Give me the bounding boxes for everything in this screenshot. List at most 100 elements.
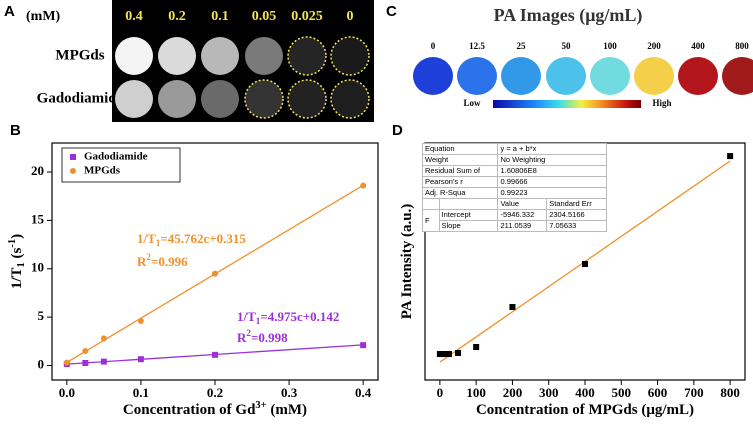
data-point	[455, 349, 462, 356]
y-tick-label: 10	[31, 260, 44, 275]
label-part: 3+	[255, 400, 266, 411]
label-part: Concentration of Gd	[123, 402, 256, 418]
mri-sample	[330, 79, 370, 119]
pa-sample	[722, 57, 753, 95]
table-cell	[422, 198, 440, 210]
table-row: Residual Sum of 1.60806E8	[421, 165, 607, 177]
data-point	[360, 182, 367, 189]
x-tick-label: 600	[648, 385, 668, 400]
mri-sample	[115, 80, 153, 118]
x-tick-label: 100	[466, 385, 486, 400]
scale-low: Low	[463, 98, 481, 108]
data-point	[212, 270, 218, 277]
label-part: R	[237, 330, 247, 345]
stat-value: No Weighting	[497, 154, 607, 166]
y-tick-label: 15	[31, 211, 45, 226]
concentration-label: 50	[562, 41, 572, 51]
legend-box	[61, 147, 181, 183]
panel-label: D	[392, 122, 403, 139]
y-axis-label: PA Intensity (a.u.)	[399, 204, 415, 320]
mri-sample	[244, 79, 284, 119]
label-part: Concentration of MPGds (μg/mL)	[476, 402, 694, 418]
panel-label: C	[386, 3, 397, 20]
data-point	[360, 342, 367, 349]
pa-sample	[546, 57, 586, 95]
concentration-label: 0.025	[291, 9, 323, 24]
label-part: )	[9, 234, 25, 239]
data-point	[82, 347, 89, 354]
y-tick-label: 5	[38, 308, 45, 323]
group-label: F	[422, 209, 440, 232]
label-part: R	[137, 254, 147, 269]
label-part: 1	[156, 238, 161, 248]
column-header: Value	[497, 198, 548, 210]
table-row: Weight No Weighting	[421, 154, 607, 166]
data-point	[436, 351, 443, 358]
pa-sample	[457, 57, 497, 95]
annotation: R2=0.998	[237, 328, 288, 345]
x-tick-label: 0.0	[59, 385, 75, 400]
data-point	[582, 261, 588, 268]
concentration-label: 0	[347, 9, 354, 24]
label-part: =45.762c+0.315	[160, 231, 246, 246]
annotation: 1/T1=45.762c+0.315	[137, 231, 246, 248]
unit-label: (mM)	[26, 9, 61, 24]
label-part: (s	[9, 247, 25, 262]
mri-sample	[115, 37, 153, 75]
table-row: Slope 211.0539 7.05633	[423, 220, 607, 232]
concentration-label: 800	[735, 41, 749, 51]
label-part: (mM)	[267, 402, 307, 418]
label-part: 1/T	[237, 309, 256, 324]
data-point	[727, 153, 734, 160]
label-part: =4.975c+0.142	[260, 309, 339, 324]
legend-marker	[70, 168, 76, 174]
pa-sample	[590, 57, 630, 95]
label-part: 1	[256, 316, 261, 326]
data-point	[441, 351, 448, 358]
param-name: Slope	[438, 220, 499, 232]
concentration-label: 0.2	[168, 9, 186, 24]
mri-sample	[201, 80, 239, 118]
annotation: 1/T1=4.975c+0.142	[237, 309, 339, 326]
mri-sample	[330, 36, 370, 76]
table-row: Equation y = a + b*x	[421, 143, 607, 155]
legend-label: MPGds	[84, 165, 121, 177]
label-part: PA Intensity (a.u.)	[399, 204, 415, 320]
data-point	[63, 359, 70, 366]
concentration-label: 400	[691, 41, 705, 51]
label-part: 1/T	[9, 267, 25, 289]
data-point	[100, 335, 107, 342]
annotation: R2=0.996	[137, 252, 188, 269]
y-tick-label: 20	[31, 163, 44, 178]
table: Equation y = a + b*x Weight No Weighting Res…	[421, 143, 607, 232]
stat-value: 0.99223	[497, 187, 607, 199]
table-row: Adj. R-Squa 0.99223	[421, 187, 607, 199]
fit-table: Equation y = a + b*x Weight No Weighting Res…	[421, 143, 607, 232]
legend-marker	[70, 154, 76, 160]
data-point	[509, 303, 516, 310]
x-tick-label: 0.2	[207, 385, 223, 400]
data-point	[445, 351, 452, 358]
panel-label: A	[4, 3, 15, 20]
pa-sample	[413, 57, 453, 95]
table-row: Pearson's r 0.99666	[421, 176, 607, 188]
column-header: Standard Err	[546, 198, 607, 210]
stat-label: Weight	[421, 154, 499, 166]
x-tick-label: 300	[539, 385, 559, 400]
colorbar	[493, 100, 641, 108]
x-tick-label: 400	[575, 385, 595, 400]
concentration-label: 200	[647, 41, 661, 51]
param-name: Intercept	[438, 209, 499, 221]
table-row: Value Standard Err	[422, 198, 607, 210]
concentration-label: 0.4	[125, 9, 143, 24]
param-value: 211.0539	[497, 220, 548, 232]
x-tick-label: 800	[720, 385, 740, 400]
x-tick-label: 0	[437, 385, 444, 400]
label-part: -1	[7, 239, 18, 248]
data-point	[82, 359, 89, 366]
x-axis-label: Concentration of MPGds (μg/mL)	[476, 402, 694, 418]
stat-value: 0.99666	[497, 176, 607, 188]
label-part: 2	[146, 252, 151, 262]
x-axis-label: Concentration of Gd3+ (mM)	[123, 400, 307, 418]
